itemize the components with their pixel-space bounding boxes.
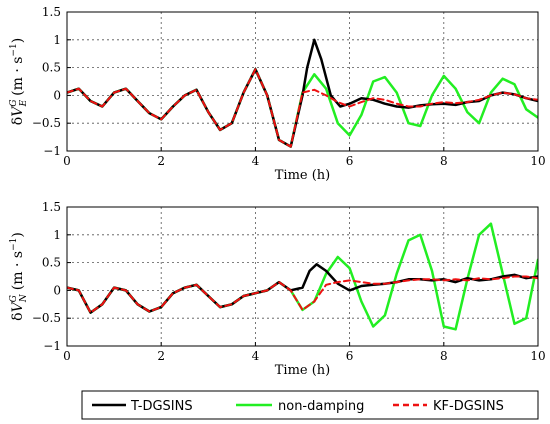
plot-north-velocity-error: 0 2 4 6 8 10 −1 −0.5 0 0.5 1 1.5 Time (h) δVGN(m · … xyxy=(9,200,546,378)
x-tick-label: 0 xyxy=(63,349,71,363)
plot-frame xyxy=(66,206,539,347)
series-line-non-damping xyxy=(67,222,538,331)
y-tick-label: −0.5 xyxy=(32,311,61,325)
x-tick-label: 8 xyxy=(440,349,448,363)
x-tick-label: 6 xyxy=(346,349,354,363)
series-line-non-damping xyxy=(67,68,538,148)
y-tick-label: 0 xyxy=(53,283,61,297)
y-tick-label: 1.5 xyxy=(42,200,61,214)
x-tick-label: 4 xyxy=(252,154,260,168)
series-line-kf-dgsins xyxy=(67,68,538,148)
x-tick-label: 4 xyxy=(252,349,260,363)
x-tick-label: 2 xyxy=(157,349,165,363)
x-tick-label: 10 xyxy=(530,154,545,168)
y-tick-label: 1 xyxy=(53,33,61,47)
legend-label-non-damping: non-damping xyxy=(278,399,364,414)
y-tick-label: 0.5 xyxy=(42,256,61,270)
legend: T-DGSINS non-damping KF-DGSINS xyxy=(81,390,539,420)
series-line-kf-dgsins xyxy=(67,275,538,314)
x-tick-label: 2 xyxy=(157,154,165,168)
y-tick-label: 0 xyxy=(53,88,61,102)
x-tick-label: 0 xyxy=(63,154,71,168)
y-axis-label-north: δVGN(m · s−1) xyxy=(9,232,29,321)
plot-east-velocity-error: 0 2 4 6 8 10 −1 −0.5 0 0.5 1 1.5 Time (h) δVGE(m · … xyxy=(9,5,546,183)
series-line-t-dgsins xyxy=(67,38,538,148)
x-axis-label-east: Time (h) xyxy=(275,168,331,183)
legend-label-kf-dgsins: KF-DGSINS xyxy=(433,399,504,414)
y-tick-label: 1.5 xyxy=(42,5,61,19)
legend-box xyxy=(81,390,539,420)
legend-label-t-dgsins: T-DGSINS xyxy=(130,399,193,414)
y-tick-label: 0.5 xyxy=(42,61,61,75)
x-tick-label: 6 xyxy=(346,154,354,168)
y-axis-label-east: δVGE(m · s−1) xyxy=(9,38,29,125)
x-axis-label-north: Time (h) xyxy=(275,363,331,378)
y-tick-label: −1 xyxy=(43,339,61,353)
x-tick-label: 10 xyxy=(530,349,545,363)
y-tick-label: 1 xyxy=(53,228,61,242)
y-tick-label: −1 xyxy=(43,144,61,158)
x-tick-label: 8 xyxy=(440,154,448,168)
plot-frame xyxy=(66,11,539,152)
y-tick-label: −0.5 xyxy=(32,116,61,130)
